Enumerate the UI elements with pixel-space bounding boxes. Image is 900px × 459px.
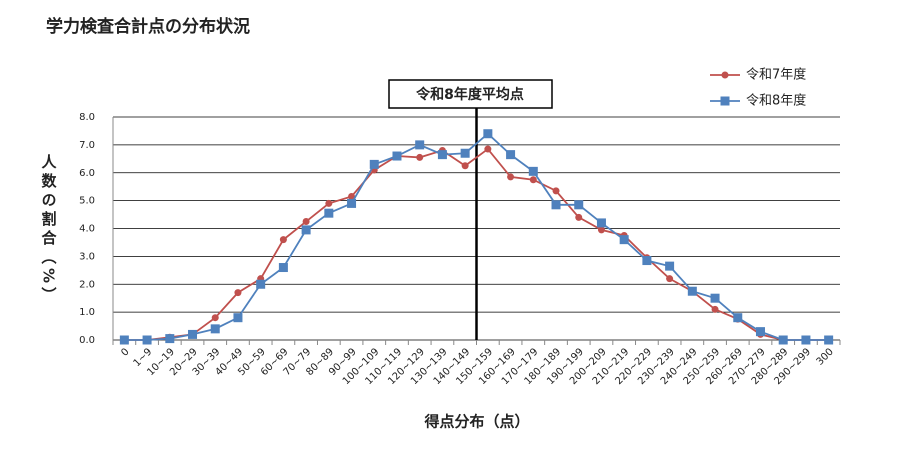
point xyxy=(302,218,310,226)
point xyxy=(165,334,175,344)
point xyxy=(666,275,674,283)
point xyxy=(301,225,311,235)
point xyxy=(484,145,492,153)
point xyxy=(256,279,266,289)
y-tick-label: 3.0 xyxy=(79,251,95,262)
point xyxy=(416,153,424,161)
point xyxy=(687,286,697,296)
point xyxy=(665,261,675,271)
point xyxy=(619,235,629,245)
legend-label: 令和7年度 xyxy=(746,67,806,83)
point xyxy=(233,313,243,323)
point xyxy=(720,96,730,106)
point xyxy=(529,176,537,184)
point xyxy=(711,305,719,313)
annotation-box xyxy=(388,79,553,109)
x-axis-title: 得点分布（点） xyxy=(423,413,529,431)
y-axis-title: 人数の割合（%） xyxy=(40,154,58,306)
y-tick-label: 1.0 xyxy=(79,307,95,318)
y-tick-label: 5.0 xyxy=(79,196,95,207)
point xyxy=(574,200,584,210)
point xyxy=(801,335,811,345)
point xyxy=(279,236,287,244)
point xyxy=(369,159,379,169)
point xyxy=(348,192,356,200)
point xyxy=(721,71,729,79)
point xyxy=(575,213,583,221)
point xyxy=(483,129,493,139)
annotation: 令和8年度平均点 xyxy=(415,86,524,103)
point xyxy=(596,218,606,228)
series-line xyxy=(124,147,829,341)
point xyxy=(597,226,605,234)
point xyxy=(188,329,198,339)
point xyxy=(210,324,220,334)
point xyxy=(211,314,219,322)
point xyxy=(551,200,561,210)
point xyxy=(778,335,788,345)
point xyxy=(415,140,425,150)
y-tick-label: 8.0 xyxy=(79,112,95,123)
point xyxy=(506,150,516,160)
x-tick-label: 300 xyxy=(815,346,836,367)
point xyxy=(347,198,357,208)
point xyxy=(507,173,515,181)
point xyxy=(460,148,470,158)
x-tick-label: 0 xyxy=(119,346,131,358)
y-tick-label: 7.0 xyxy=(79,140,95,151)
chart-title: 学力検査合計点の分布状況 xyxy=(46,16,250,37)
point xyxy=(642,256,652,266)
y-tick-label: 4.0 xyxy=(79,224,95,235)
point xyxy=(142,335,152,345)
y-tick-label: 0.0 xyxy=(79,335,95,346)
point xyxy=(324,208,334,218)
point xyxy=(325,199,333,207)
y-tick-label: 6.0 xyxy=(79,168,95,179)
point xyxy=(119,335,129,345)
point xyxy=(528,166,538,176)
point xyxy=(552,187,560,195)
point xyxy=(234,289,242,297)
point xyxy=(755,327,765,337)
point xyxy=(461,162,469,170)
y-tick-label: 2.0 xyxy=(79,279,95,290)
point xyxy=(733,313,743,323)
point xyxy=(392,151,402,161)
point xyxy=(824,335,834,345)
point xyxy=(437,150,447,160)
point xyxy=(278,263,288,273)
legend-label: 令和8年度 xyxy=(746,93,806,109)
point xyxy=(710,293,720,303)
